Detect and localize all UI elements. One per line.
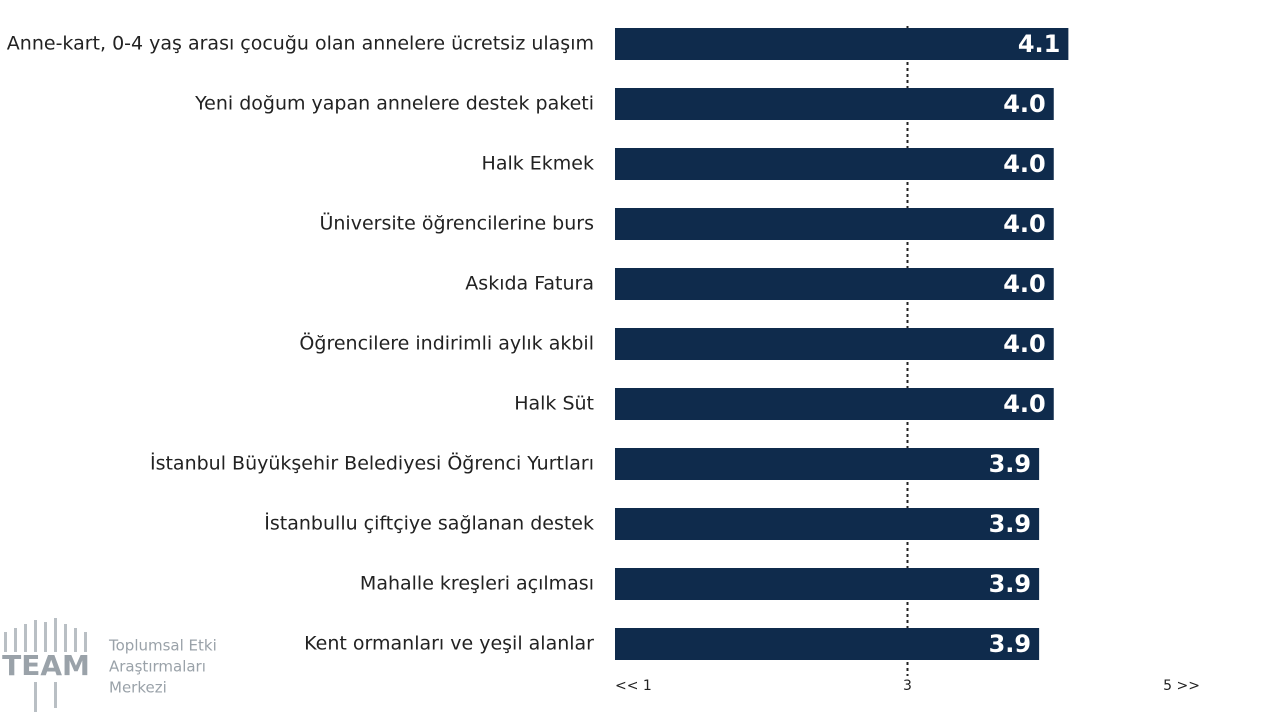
bar bbox=[615, 28, 1069, 60]
logo: TEAM Toplumsal Etki Araştırmaları Merkez… bbox=[2, 618, 217, 712]
logo-abbr: TEAM bbox=[2, 649, 90, 682]
bar bbox=[615, 148, 1054, 180]
category-label: Yeni doğum yapan annelere destek paketi bbox=[194, 93, 594, 115]
logo-line: Merkezi bbox=[109, 679, 167, 697]
category-label: İstanbullu çiftçiye sağlanan destek bbox=[264, 512, 594, 535]
logo-line: Araştırmaları bbox=[109, 658, 206, 676]
value-label: 4.0 bbox=[1003, 90, 1046, 118]
bar bbox=[615, 628, 1040, 660]
logo-line: Toplumsal Etki bbox=[108, 637, 217, 655]
bar bbox=[615, 88, 1054, 120]
x-tick-label: << 1 bbox=[615, 678, 652, 694]
value-label: 4.0 bbox=[1003, 390, 1046, 418]
value-label: 4.0 bbox=[1003, 150, 1046, 178]
value-label: 4.0 bbox=[1003, 210, 1046, 238]
value-label: 3.9 bbox=[989, 570, 1032, 598]
bar bbox=[615, 388, 1054, 420]
bar bbox=[615, 568, 1040, 600]
bar bbox=[615, 328, 1054, 360]
bar bbox=[615, 508, 1040, 540]
category-label: İstanbul Büyükşehir Belediyesi Öğrenci Y… bbox=[150, 452, 594, 475]
x-tick-label: 5 >> bbox=[1163, 678, 1200, 694]
category-label: Mahalle kreşleri açılması bbox=[360, 573, 594, 595]
x-tick-label: 3 bbox=[903, 678, 912, 694]
value-label: 3.9 bbox=[989, 510, 1032, 538]
category-label: Halk Süt bbox=[514, 393, 594, 415]
value-label: 3.9 bbox=[989, 630, 1032, 658]
value-label: 4.0 bbox=[1003, 270, 1046, 298]
value-label: 4.0 bbox=[1003, 330, 1046, 358]
bar bbox=[615, 448, 1040, 480]
category-label: Anne-kart, 0-4 yaş arası çocuğu olan ann… bbox=[7, 33, 594, 55]
category-label: Kent ormanları ve yeşil alanlar bbox=[304, 633, 594, 655]
category-label: Halk Ekmek bbox=[482, 153, 594, 175]
bar bbox=[615, 208, 1054, 240]
category-label: Askıda Fatura bbox=[465, 273, 594, 295]
bar bbox=[615, 268, 1054, 300]
value-label: 4.1 bbox=[1018, 30, 1061, 58]
value-label: 3.9 bbox=[989, 450, 1032, 478]
category-label: Üniversite öğrencilerine burs bbox=[319, 212, 594, 235]
category-label: Öğrencilere indirimli aylık akbil bbox=[299, 332, 594, 355]
